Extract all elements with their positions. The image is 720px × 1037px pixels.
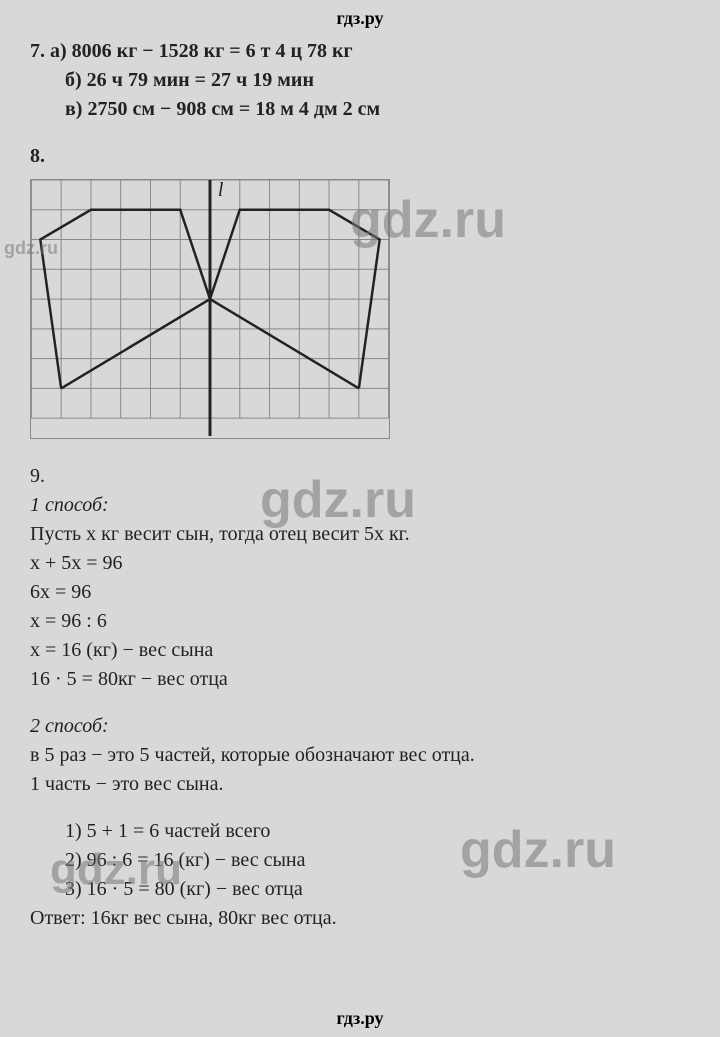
problem-7-c-text: 2750 см − 908 см = 18 м 4 дм 2 см — [87, 98, 380, 120]
problem-7-b-text: 26 ч 79 мин = 27 ч 19 мин — [87, 69, 314, 91]
problem-9: 9. 1 способ: Пусть x кг весит сын, тогда… — [30, 462, 690, 933]
method1-line-2: x = 96 : 6 — [30, 607, 690, 636]
method1-title: 1 способ: — [30, 491, 690, 520]
method2-step-1: 2) 96 : 6 = 16 (кг) − вес сына — [30, 846, 690, 875]
problem-8: 8. l — [30, 142, 690, 444]
problem-7-a-text: 8006 кг − 1528 кг = 6 т 4 ц 78 кг — [72, 40, 353, 62]
method1-line-3: x = 16 (кг) − вес сына — [30, 636, 690, 665]
content-area: 7. а) 8006 кг − 1528 кг = 6 т 4 ц 78 кг … — [0, 37, 720, 933]
method2-step-0: 1) 5 + 1 = 6 частей всего — [30, 817, 690, 846]
page-header: гдз.ру — [0, 0, 720, 37]
method2-title: 2 способ: — [30, 712, 690, 741]
method1-line-4: 16 · 5 = 80кг − вес отца — [30, 665, 690, 694]
method1-line-0: x + 5x = 96 — [30, 549, 690, 578]
problem-7-num: 7. — [30, 40, 45, 62]
method1-line-1: 6x = 96 — [30, 578, 690, 607]
problem-8-num: 8. — [30, 145, 45, 167]
method2-step-2: 3) 16 · 5 = 80 (кг) − вес отца — [30, 875, 690, 904]
problem-7: 7. а) 8006 кг − 1528 кг = 6 т 4 ц 78 кг … — [30, 37, 690, 124]
method2-intro1: в 5 раз − это 5 частей, которые обознача… — [30, 741, 690, 770]
method2-intro2: 1 часть − это вес сына. — [30, 770, 690, 799]
problem-9-answer: Ответ: 16кг вес сына, 80кг вес отца. — [30, 904, 690, 933]
grid-diagram: l — [30, 179, 390, 439]
problem-8-grid: l — [30, 179, 690, 444]
problem-7-b-label: б) — [65, 69, 82, 91]
problem-7-c-label: в) — [65, 98, 82, 120]
method1-intro: Пусть x кг весит сын, тогда отец весит 5… — [30, 520, 690, 549]
problem-9-num: 9. — [30, 465, 45, 487]
svg-text:l: l — [218, 179, 224, 201]
problem-7-a-label: а) — [50, 40, 67, 62]
page-footer: гдз.ру — [0, 1008, 720, 1029]
